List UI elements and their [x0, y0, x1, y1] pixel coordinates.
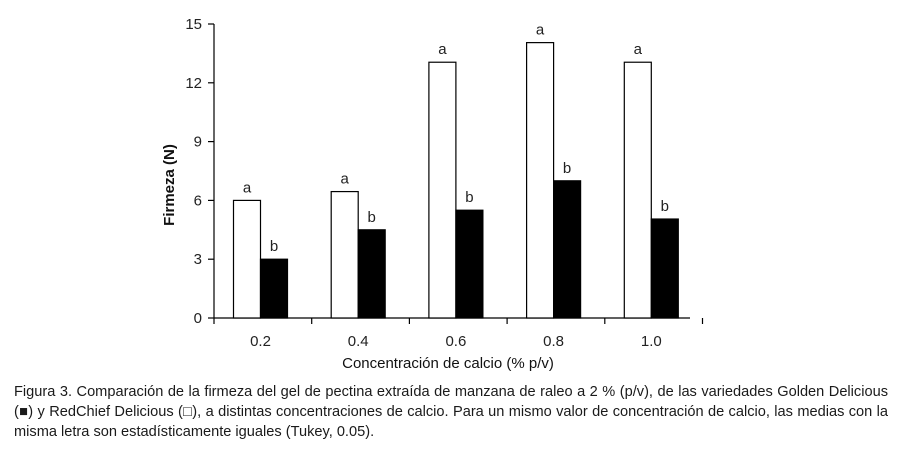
bar-golden-0.4	[357, 229, 386, 319]
bar-golden-0.2	[259, 258, 289, 319]
significance-letter: b	[270, 238, 278, 255]
y-tick-label: 6	[194, 192, 202, 209]
x-tick-label: 1.0	[641, 333, 662, 350]
x-tick-label: 0.6	[445, 333, 466, 350]
x-tick-label: 0.2	[250, 333, 271, 350]
significance-letter: b	[465, 189, 473, 206]
y-tick-label: 12	[185, 75, 202, 92]
y-axis-title: Firmeza (N)	[161, 144, 178, 226]
significance-letters: a b a b a b a b a b	[243, 22, 669, 256]
y-tick-label: 9	[194, 134, 202, 151]
y-tick-label: 15	[185, 16, 202, 33]
bar-golden-1.0	[650, 218, 679, 319]
bars	[232, 42, 679, 319]
significance-letter: a	[634, 41, 643, 58]
x-axis: 0.2 0.4 0.6 0.8 1.0	[213, 317, 704, 350]
y-tick-label: 3	[194, 251, 202, 268]
x-tick-label: 0.4	[348, 333, 369, 350]
y-axis: 0 3 6 9 12 15	[185, 16, 215, 327]
caption-text: Comparación de la firmeza del gel de pec…	[14, 384, 888, 440]
bar-chart: 0 3 6 9 12 15 0.2 0.4 0.6 0.8 1.0 a b a b a b a b a b Firm…	[161, 16, 704, 372]
significance-letter: b	[368, 209, 376, 226]
significance-letter: b	[661, 198, 669, 215]
bar-redchief-0.2	[232, 199, 262, 319]
caption-label: Figura 3.	[14, 384, 73, 400]
significance-letter: a	[341, 171, 350, 188]
bar-redchief-0.4	[330, 190, 359, 319]
bar-redchief-1.0	[623, 61, 652, 319]
bar-redchief-0.6	[428, 61, 457, 319]
bar-golden-0.8	[552, 180, 582, 319]
x-axis-title: Concentración de calcio (% p/v)	[342, 355, 554, 372]
bar-redchief-0.8	[525, 42, 555, 319]
bar-golden-0.6	[455, 209, 484, 319]
x-tick-label: 0.8	[543, 333, 564, 350]
figure-caption: Figura 3. Comparación de la firmeza del …	[14, 382, 888, 442]
significance-letter: a	[243, 179, 252, 196]
y-tick-label: 0	[194, 310, 202, 327]
significance-letter: a	[536, 22, 545, 39]
significance-letter: a	[438, 41, 447, 58]
significance-letter: b	[563, 160, 571, 177]
